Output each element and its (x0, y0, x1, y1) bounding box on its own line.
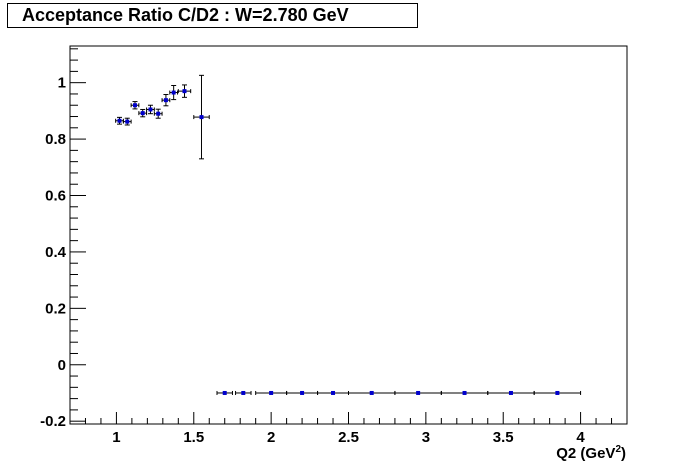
point-marker (171, 90, 176, 95)
data-point (122, 117, 132, 126)
point-marker (269, 390, 274, 395)
x-tick-label: 2.5 (338, 429, 359, 446)
data-point (394, 390, 442, 395)
data-point (153, 108, 163, 119)
point-marker (508, 390, 513, 395)
point-marker (222, 390, 227, 395)
y-tick-label: 0.4 (45, 244, 67, 261)
y-tick-label: 0.8 (45, 131, 66, 148)
data-point (169, 84, 179, 101)
x-axis-label: Q2 (GeV2) (556, 444, 626, 462)
point-marker (132, 103, 137, 108)
data-point (146, 104, 155, 115)
point-marker (241, 390, 246, 395)
x-axis-label-superscript: 2 (615, 444, 621, 455)
point-marker (182, 89, 187, 94)
plot-frame (69, 45, 628, 425)
x-tick-label: 2 (267, 429, 275, 446)
data-point (255, 390, 288, 395)
data-point (235, 390, 252, 395)
point-marker (555, 390, 560, 395)
data-point (487, 390, 535, 395)
data-point (138, 108, 148, 118)
x-tick-label: 3 (422, 429, 430, 446)
x-axis-label-text: Q2 (GeV (556, 445, 616, 462)
data-point (130, 101, 140, 110)
point-marker (125, 119, 130, 124)
data-point (440, 390, 489, 395)
point-marker (331, 390, 336, 395)
x-axis-label-close: ) (621, 445, 626, 462)
data-point (533, 390, 582, 395)
point-marker (416, 390, 421, 395)
point-marker (148, 107, 153, 112)
y-tick-label: -0.2 (40, 413, 66, 430)
data-point (348, 390, 396, 395)
point-marker (140, 111, 145, 116)
data-point (216, 390, 233, 395)
y-tick-label: 0.6 (45, 188, 66, 205)
data-point (161, 94, 171, 107)
point-marker (199, 115, 204, 120)
y-tick-label: 0.2 (45, 300, 66, 317)
data-point (115, 116, 124, 125)
point-marker (117, 118, 122, 123)
chart-title: Acceptance Ratio C/D2 : W=2.780 GeV (7, 3, 418, 28)
y-tick-label: 1 (58, 75, 66, 92)
point-marker (156, 111, 161, 116)
data-point (177, 84, 192, 98)
data-point (286, 390, 319, 395)
x-tick-label: 4 (576, 429, 585, 446)
x-tick-label: 1 (112, 429, 120, 446)
x-tick-label: 3.5 (493, 429, 514, 446)
point-marker (163, 98, 168, 103)
data-point (317, 390, 349, 395)
point-marker (462, 390, 467, 395)
data-point (193, 74, 210, 160)
x-tick-label: 1.5 (183, 429, 204, 446)
point-marker (369, 390, 374, 395)
point-marker (300, 390, 305, 395)
y-tick-label: 0 (58, 357, 66, 374)
